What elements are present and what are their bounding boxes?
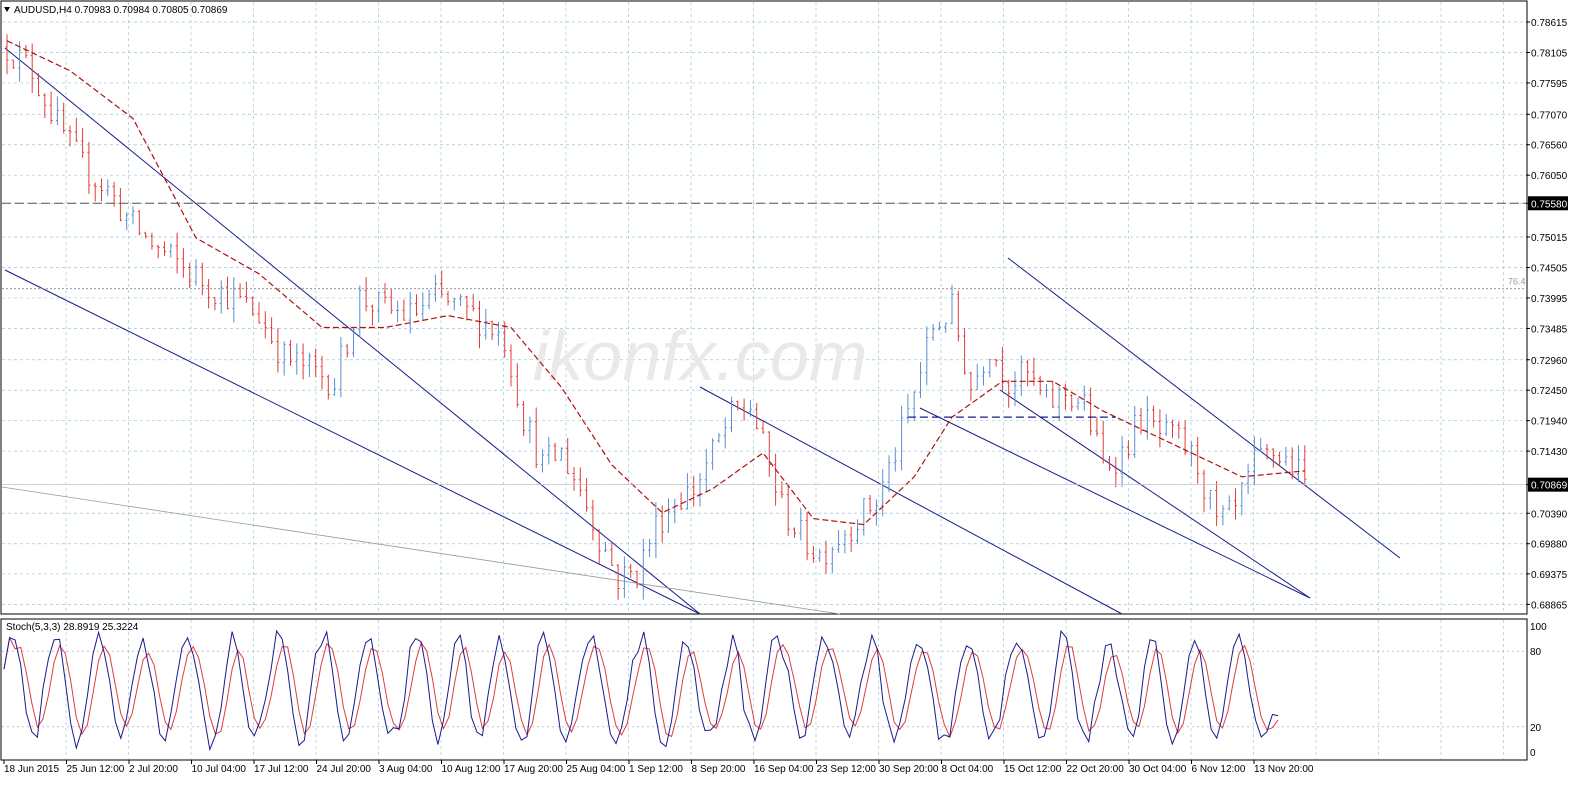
x-tick-label: 8 Oct 04:00: [942, 764, 994, 775]
x-tick-label: 15 Oct 12:00: [1004, 764, 1062, 775]
stoch-header: Stoch(5,3,3) 28.8919 25.3224: [6, 622, 139, 633]
price-tag-label: 0.70869: [1531, 481, 1568, 492]
symbol-header: AUDUSD,H4 0.70983 0.70984 0.70805 0.7086…: [14, 5, 228, 16]
y-tick-label: 0.77070: [1531, 110, 1568, 121]
y-tick-label: 0.70390: [1531, 509, 1568, 520]
ma-line: [6, 40, 1305, 526]
x-tick-label: 17 Aug 20:00: [504, 764, 563, 775]
stoch-y-tick-label: 0: [1530, 748, 1536, 759]
x-tick-label: 16 Sep 04:00: [754, 764, 814, 775]
price-levels: 76.4: [2, 202, 1526, 486]
trend-line-gray: [1, 486, 841, 615]
y-tick-label: 0.76050: [1531, 171, 1568, 182]
x-tick-label: 2 Jul 20:00: [129, 764, 178, 775]
main-panel-frame: [0, 0, 1528, 615]
y-tick-label: 0.69880: [1531, 540, 1568, 551]
stoch-lines: [3, 629, 1279, 752]
x-tick-label: 6 Nov 12:00: [1192, 764, 1246, 775]
y-tick-label: 0.69375: [1531, 570, 1568, 581]
channel-line-upper-1: [4, 47, 701, 615]
channel-line-upper-2: [699, 386, 1123, 615]
y-tick-label: 0.73995: [1531, 294, 1568, 305]
channel-line-upper-3: [1007, 257, 1401, 559]
y-tick-label: 0.76560: [1531, 141, 1568, 152]
moving-average: [6, 40, 1305, 526]
y-tick-label: 0.72450: [1531, 386, 1568, 397]
x-tick-label: 30 Sep 20:00: [879, 764, 939, 775]
x-tick-label: 25 Aug 04:00: [567, 764, 626, 775]
price-tag-bg: [1528, 196, 1568, 211]
stoch-signal-line: [3, 636, 1279, 739]
y-axis-stoch: 100 80 20 0: [1530, 622, 1547, 759]
x-tick-label: 22 Oct 20:00: [1067, 764, 1125, 775]
price-tag-bg: [1528, 477, 1568, 492]
y-tick-label: 0.77595: [1531, 79, 1568, 90]
x-tick-label: 8 Sep 20:00: [692, 764, 746, 775]
y-tick-label: 0.68865: [1531, 600, 1568, 611]
x-tick-label: 10 Aug 12:00: [442, 764, 501, 775]
stoch-y-tick-label: 80: [1530, 647, 1542, 658]
x-tick-label: 17 Jul 12:00: [254, 764, 309, 775]
x-tick-label: 23 Sep 12:00: [817, 764, 877, 775]
y-tick-label: 0.74505: [1531, 263, 1568, 274]
channel-lines: [1, 47, 1401, 615]
x-tick-label: 10 Jul 04:00: [192, 764, 247, 775]
channel-line-lower-1: [4, 269, 701, 615]
x-tick-label: 18 Jun 2015: [4, 764, 59, 775]
x-tick-label: 3 Aug 04:00: [379, 764, 433, 775]
watermark-text: ikonfx.com: [533, 317, 868, 395]
fib-level-label: 76.4: [1508, 277, 1526, 287]
channel-line-lower-3: [999, 389, 1311, 599]
y-tick-label: 0.72960: [1531, 356, 1568, 367]
price-tag-label: 0.75580: [1531, 199, 1568, 210]
y-tick-label: 0.73485: [1531, 324, 1568, 335]
stoch-y-tick-label: 20: [1530, 723, 1542, 734]
x-tick-label: 1 Sep 12:00: [629, 764, 683, 775]
y-tick-label: 0.78615: [1531, 18, 1568, 29]
y-tick-label: 0.75015: [1531, 233, 1568, 244]
x-tick-label: 30 Oct 04:00: [1129, 764, 1187, 775]
y-tick-label: 0.71940: [1531, 417, 1568, 428]
stoch-panel-frame: [0, 618, 1528, 761]
x-tick-label: 25 Jun 12:00: [67, 764, 125, 775]
y-tick-label: 0.78105: [1531, 48, 1568, 59]
grid-stoch: [2, 620, 1526, 759]
x-axis: 18 Jun 2015 25 Jun 12:00 2 Jul 20:00 10 Jul…: [3, 760, 1314, 775]
candles: [5, 34, 1307, 600]
y-axis-main: 0.78615 0.78105 0.77595 0.77070 0.76560 0.760…: [1526, 18, 1568, 611]
stoch-main-line: [3, 629, 1279, 752]
channel-line-lower-2: [919, 407, 1311, 599]
stoch-y-tick-label: 100: [1530, 622, 1547, 633]
x-tick-label: 24 Jul 20:00: [317, 764, 372, 775]
x-tick-label: 13 Nov 20:00: [1254, 764, 1314, 775]
triangle-down-icon[interactable]: [4, 7, 10, 12]
y-tick-label: 0.71430: [1531, 447, 1568, 458]
